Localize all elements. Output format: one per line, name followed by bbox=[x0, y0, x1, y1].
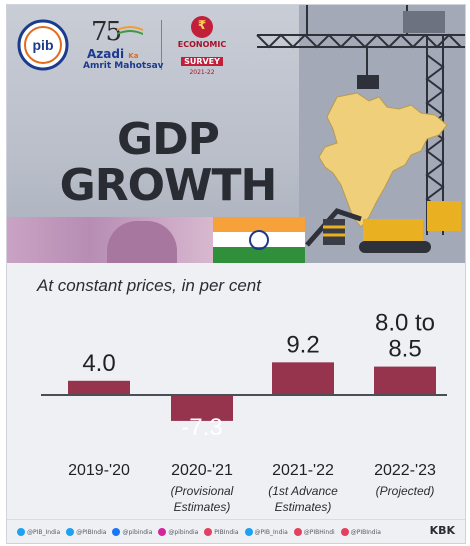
logo-row: pib 75 Azadi Ka Amrit Mahotsav ₹ ECONOMI… bbox=[17, 15, 232, 76]
indian-flag-image bbox=[213, 217, 305, 263]
social-handle-text: @PIBIndia bbox=[350, 528, 381, 536]
social-network-icon bbox=[158, 528, 167, 536]
social-handle-text: @PIB_India bbox=[254, 528, 288, 536]
gdp-bar-chart: At constant prices, in per cent 4.0 2019-… bbox=[36, 276, 447, 514]
survey-year: 2021-22 bbox=[189, 69, 215, 76]
social-handle[interactable]: @pibindia bbox=[158, 528, 198, 536]
bar-1 bbox=[171, 395, 233, 421]
title-line2: GROWTH bbox=[59, 160, 278, 211]
banknote-portrait bbox=[107, 221, 177, 263]
title-line1: GDP bbox=[117, 114, 220, 165]
banknote-image bbox=[7, 217, 213, 263]
value-label-1: -7.3 bbox=[181, 414, 222, 441]
footer-bar: @PIB_India @PIBIndia @pibindia @pibindia PIB… bbox=[7, 519, 465, 543]
social-network-icon bbox=[17, 528, 25, 536]
survey-line1: ECONOMIC bbox=[177, 40, 227, 49]
survey-line2: SURVEY bbox=[181, 57, 223, 66]
social-handle-text: @pibindia bbox=[168, 528, 199, 536]
value-label-0: 4.0 bbox=[82, 350, 115, 377]
logo-divider bbox=[161, 20, 162, 70]
rupee-badge-icon: ₹ bbox=[191, 16, 213, 38]
social-network-icon bbox=[204, 528, 213, 536]
credit-label: KBK bbox=[429, 524, 455, 537]
social-handle[interactable]: @PIB_India bbox=[244, 528, 288, 536]
social-network-icon bbox=[244, 528, 253, 536]
azadi-ka-amrit-mahotsav-logo: 75 Azadi Ka Amrit Mahotsav bbox=[83, 17, 164, 73]
azadi-number: 75 bbox=[91, 17, 122, 47]
social-handle-text: @pibindia bbox=[122, 528, 153, 536]
social-handle[interactable]: @PIB_India bbox=[17, 528, 60, 536]
social-handle[interactable]: @PIBIndia bbox=[66, 528, 106, 536]
social-handle-text: @PIBIndia bbox=[76, 528, 107, 536]
social-network-icon bbox=[112, 528, 121, 536]
category-note-1: (Provisional bbox=[171, 484, 234, 498]
social-handle-text: @PIBHindi bbox=[303, 528, 335, 536]
chart-subtitle: At constant prices, in per cent bbox=[36, 276, 262, 295]
chart-area: At constant prices, in per cent 4.0 2019-… bbox=[7, 263, 465, 515]
azadi-ka: Ka bbox=[128, 52, 139, 60]
economic-survey-logo: ₹ ECONOMIC SURVEY 2021-22 bbox=[172, 16, 232, 76]
category-note-2: (1st Advance bbox=[268, 484, 338, 498]
ashoka-chakra-icon bbox=[249, 230, 269, 250]
bar-0 bbox=[68, 380, 130, 395]
social-handle[interactable]: PIBIndia bbox=[204, 528, 239, 536]
social-handle[interactable]: @PIBHindi bbox=[293, 528, 335, 536]
social-handle-text: @PIB_India bbox=[27, 528, 61, 536]
category-label-3: 2022-'23 bbox=[374, 462, 436, 479]
page-title: GDP GROWTH bbox=[43, 117, 293, 209]
value-label-2: 9.2 bbox=[286, 331, 319, 358]
category-label-1: 2020-'21 bbox=[171, 462, 233, 479]
social-handle-text: PIBIndia bbox=[214, 528, 239, 536]
social-handles: @PIB_India @PIBIndia @pibindia @pibindia PIB… bbox=[17, 528, 387, 536]
social-network-icon bbox=[340, 528, 349, 536]
social-handle[interactable]: @PIBIndia bbox=[340, 528, 381, 536]
header-banner: pib 75 Azadi Ka Amrit Mahotsav ₹ ECONOMI… bbox=[7, 5, 465, 263]
azadi-line2: Amrit Mahotsav bbox=[83, 61, 164, 71]
category-note-2: Estimates) bbox=[275, 500, 332, 514]
azadi-word: Azadi bbox=[87, 47, 125, 61]
currency-flag-strip bbox=[7, 217, 305, 263]
value-label-3: 8.5 bbox=[388, 336, 421, 363]
category-note-1: Estimates) bbox=[174, 500, 231, 514]
infographic: pib 75 Azadi Ka Amrit Mahotsav ₹ ECONOMI… bbox=[6, 4, 466, 544]
tricolour-flag-icon bbox=[117, 26, 143, 35]
azadi-line1: Azadi Ka bbox=[87, 47, 138, 61]
category-label-0: 2019-'20 bbox=[68, 462, 130, 479]
bar-2 bbox=[272, 362, 334, 395]
value-label-3: 8.0 to bbox=[375, 310, 435, 337]
pib-logo-icon: pib bbox=[17, 19, 69, 71]
social-handle[interactable]: @pibindia bbox=[112, 528, 152, 536]
social-network-icon bbox=[293, 528, 302, 536]
category-note-3: (Projected) bbox=[376, 484, 435, 498]
bar-3 bbox=[374, 366, 436, 395]
social-network-icon bbox=[66, 528, 75, 536]
category-label-2: 2021-'22 bbox=[272, 462, 334, 479]
pib-logo-label: pib bbox=[33, 37, 54, 53]
construction-illustration bbox=[256, 5, 465, 263]
